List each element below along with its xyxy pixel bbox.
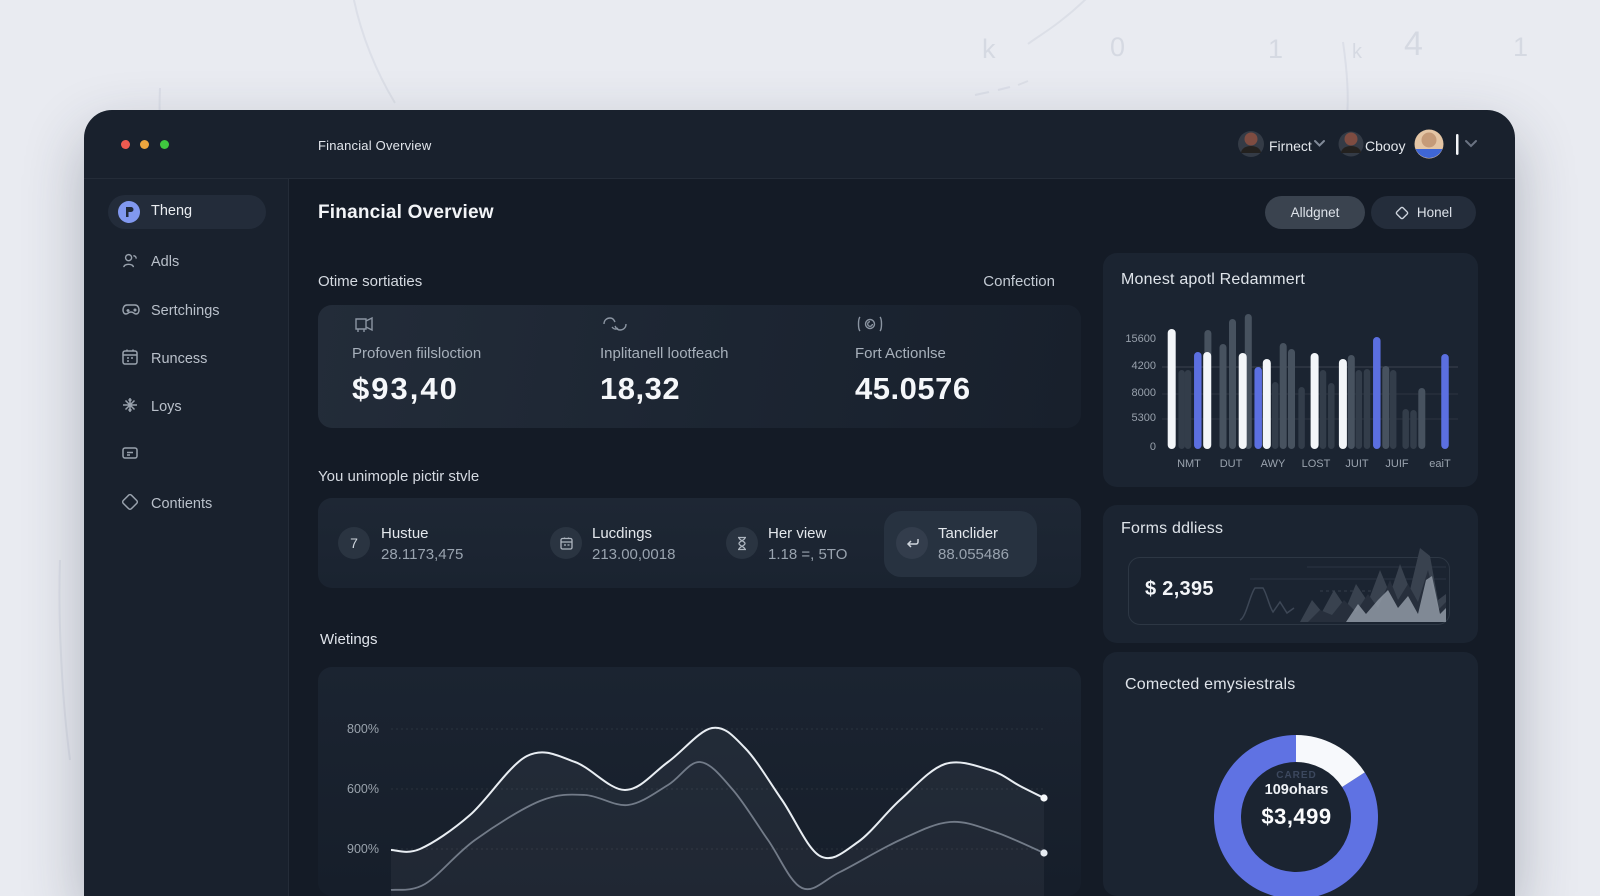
svg-text:k: k (982, 34, 996, 64)
svg-text:1: 1 (1268, 34, 1283, 64)
svg-text:0: 0 (1110, 32, 1125, 62)
svg-text:4: 4 (1404, 25, 1423, 63)
svg-text:k: k (1352, 41, 1363, 63)
svg-text:1: 1 (1513, 32, 1528, 62)
